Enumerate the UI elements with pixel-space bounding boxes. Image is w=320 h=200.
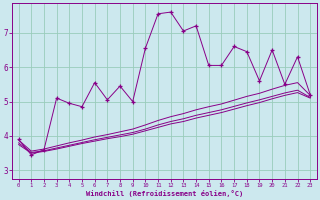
- X-axis label: Windchill (Refroidissement éolien,°C): Windchill (Refroidissement éolien,°C): [86, 190, 243, 197]
